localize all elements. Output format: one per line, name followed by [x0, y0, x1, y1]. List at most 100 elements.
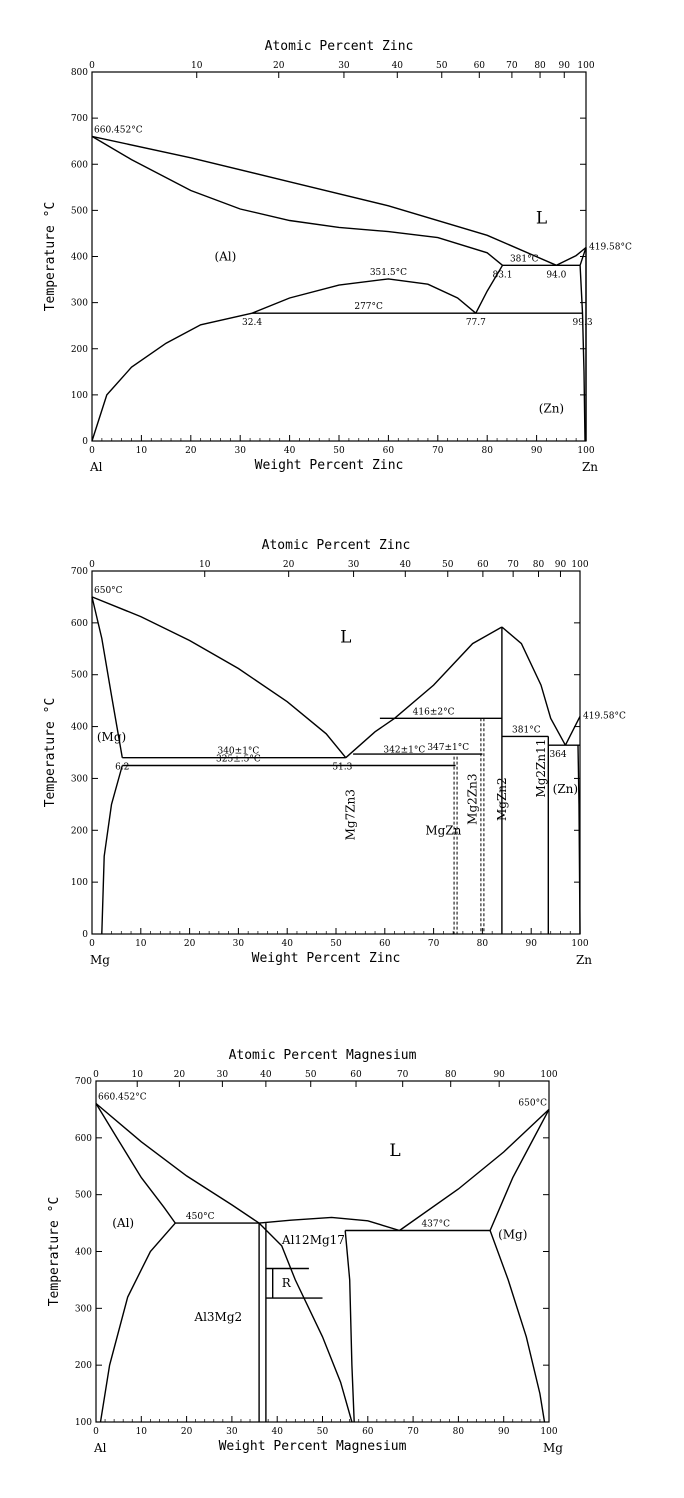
top-tick-label: 40	[392, 61, 404, 71]
left-end-label: Al	[89, 460, 103, 474]
left-tick-label: 100	[71, 878, 88, 888]
bottom-tick-label: 40	[271, 1427, 283, 1437]
left-tick-label: 200	[75, 1361, 92, 1371]
right-end-label: Mg	[543, 1441, 563, 1455]
top-tick-label: 70	[507, 560, 519, 570]
right-end-label: Zn	[582, 460, 598, 474]
y-axis-title: Temperature °C	[47, 1197, 62, 1307]
bottom-tick-label: 40	[284, 446, 296, 456]
annotation-phase: MgZn	[425, 823, 461, 837]
annotation-phase: Al12Mg17	[281, 1233, 345, 1247]
left-tick-label: 400	[71, 253, 88, 263]
left-end-label: Al	[93, 1441, 107, 1455]
phase-line-zn-solidus	[579, 247, 587, 266]
left-tick-label: 100	[75, 1418, 92, 1428]
annotation-phase: (Zn)	[539, 402, 564, 416]
bottom-tick-label: 60	[379, 939, 391, 949]
annotation-label: 660.452°C	[98, 1092, 147, 1102]
phase-line-liquidus-mid	[259, 1216, 400, 1232]
phase-line-liquidus-left	[91, 135, 557, 266]
top-tick-label: 0	[93, 1070, 99, 1080]
phase-line-liquidus-right	[556, 246, 587, 266]
annotation-value: 94.0	[546, 270, 566, 280]
top-tick-label: 30	[348, 560, 360, 570]
bottom-tick-label: 30	[226, 1427, 238, 1437]
annotation-label: 381°C	[510, 254, 539, 264]
bottom-tick-label: 70	[432, 446, 444, 456]
phase-line-solvus-mg	[489, 1230, 546, 1423]
bottom-tick-label: 50	[333, 446, 345, 456]
annotation-phase: (Al)	[112, 1216, 134, 1230]
bottom-tick-label: 80	[453, 1427, 465, 1437]
phase-line-miscibility-right	[475, 264, 504, 314]
top-tick-label: 20	[283, 560, 295, 570]
annotation-value: 6.2	[115, 763, 129, 773]
left-tick-label: 0	[82, 930, 88, 940]
annotation-label: 416±2°C	[413, 707, 455, 717]
phase-line-liquidus-mg	[91, 596, 347, 759]
phase-line-zn-solvus	[577, 745, 581, 935]
annotation-value: 364	[549, 750, 566, 760]
bottom-tick-label: 0	[93, 1427, 99, 1437]
bottom-tick-label: 30	[233, 939, 245, 949]
bottom-tick-label: 20	[185, 446, 197, 456]
bottom-tick-label: 0	[89, 939, 95, 949]
annotation-label: 340±1°C	[217, 747, 259, 757]
top-tick-label: 40	[260, 1070, 272, 1080]
annotation-phase: Mg2Zn3	[466, 774, 480, 825]
annotation-value: 99.3	[573, 318, 593, 328]
phase-line-liquidus-zn	[564, 716, 581, 746]
x-axis-title: Weight Percent Magnesium	[219, 1439, 407, 1454]
top-tick-label: 90	[555, 560, 567, 570]
top-tick-label: 10	[191, 61, 203, 71]
phase-line-liquidus-al	[95, 1102, 260, 1224]
annotation-label: 351.5°C	[370, 268, 407, 278]
bottom-tick-label: 10	[135, 939, 147, 949]
left-end-label: Mg	[90, 953, 110, 967]
plot-frame	[95, 1080, 550, 1423]
phase-line-solvus-left	[91, 312, 253, 442]
annotation-label: 347±1°C	[427, 743, 469, 753]
left-tick-label: 500	[75, 1191, 92, 1201]
x-axis-title: Weight Percent Zinc	[252, 951, 401, 966]
annotation-label: 325±.5°C	[216, 754, 261, 764]
top-tick-label: 50	[305, 1070, 317, 1080]
left-tick-label: 100	[71, 391, 88, 401]
right-end-label: Zn	[576, 953, 592, 967]
left-tick-label: 0	[82, 437, 88, 447]
bottom-tick-label: 10	[136, 446, 148, 456]
annotation-value: 32.4	[242, 318, 262, 328]
y-axis-title: Temperature °C	[43, 202, 58, 312]
annotation-phase: Al3Mg2	[193, 1310, 242, 1324]
bottom-tick-label: 100	[577, 446, 594, 456]
annotation-label: 650°C	[94, 586, 123, 596]
left-tick-label: 800	[71, 68, 88, 78]
phase-line-zn-solvus	[579, 265, 586, 442]
phase-line-liquidus-mg	[399, 1108, 550, 1232]
bottom-tick-label: 10	[136, 1427, 148, 1437]
bottom-tick-label: 100	[571, 939, 588, 949]
bottom-tick-label: 20	[184, 939, 196, 949]
left-tick-label: 300	[71, 774, 88, 784]
annotation-phase: Mg7Zn3	[344, 789, 358, 840]
bottom-tick-label: 30	[234, 446, 246, 456]
bottom-tick-label: 20	[181, 1427, 193, 1437]
annotation-label: 437°C	[421, 1219, 450, 1229]
x-axis-title: Weight Percent Zinc	[255, 458, 404, 473]
annotation-label: 650°C	[518, 1098, 547, 1108]
phase-line-liquidus-mgzn2	[345, 626, 503, 759]
annotation-phase: (Mg)	[97, 730, 126, 744]
annotation-phase: (Zn)	[553, 782, 578, 796]
phase-line-al12mg17-left	[258, 1222, 353, 1423]
annotation-label: 450°C	[186, 1212, 215, 1222]
left-tick-label: 600	[71, 619, 88, 629]
annotation-phase: (Al)	[214, 250, 236, 264]
annotation-phase: L	[389, 1141, 400, 1161]
bottom-tick-label: 80	[481, 446, 493, 456]
top-tick-label: 90	[493, 1070, 505, 1080]
annotation-label: 660.452°C	[94, 125, 143, 135]
left-tick-label: 700	[71, 567, 88, 577]
top-tick-label: 30	[338, 61, 350, 71]
top-tick-label: 80	[534, 61, 546, 71]
